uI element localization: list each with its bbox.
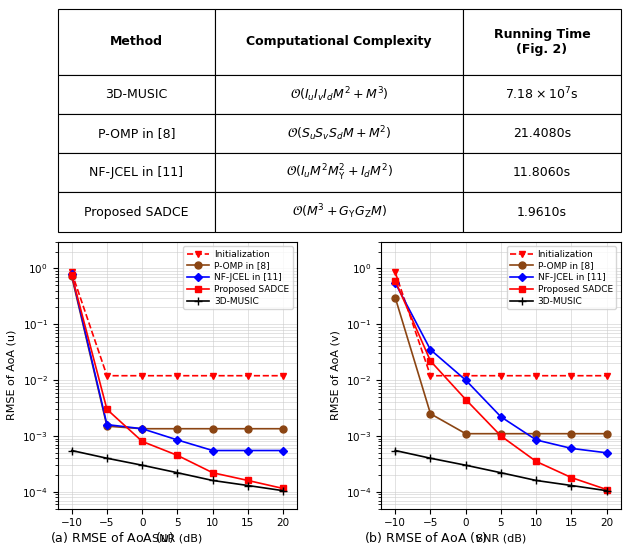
Initialization: [462, 372, 470, 379]
Legend: Initialization, P-OMP in [8], NF-JCEL in [11], Proposed SADCE, 3D-MUSIC: Initialization, P-OMP in [8], NF-JCEL in…: [507, 247, 616, 309]
Legend: Initialization, P-OMP in [8], NF-JCEL in [11], Proposed SADCE, 3D-MUSIC: Initialization, P-OMP in [8], NF-JCEL in…: [183, 247, 292, 309]
3D-MUSIC: [173, 470, 181, 476]
Proposed SADCE: [427, 358, 435, 364]
Initialization: [427, 372, 435, 379]
P-OMP in [8]: [138, 425, 146, 432]
Line: NF-JCEL in [11]: NF-JCEL in [11]: [392, 280, 609, 456]
Y-axis label: RMSE of AoA (u): RMSE of AoA (u): [7, 330, 17, 420]
Initialization: [173, 372, 181, 379]
Proposed SADCE: [568, 474, 575, 481]
P-OMP in [8]: [568, 430, 575, 437]
NF-JCEL in [11]: [568, 445, 575, 452]
P-OMP in [8]: [279, 425, 287, 432]
Line: Proposed SADCE: Proposed SADCE: [392, 278, 609, 492]
NF-JCEL in [11]: [279, 447, 287, 454]
3D-MUSIC: [209, 477, 216, 484]
Initialization: [392, 269, 399, 276]
P-OMP in [8]: [103, 423, 111, 429]
3D-MUSIC: [392, 447, 399, 454]
3D-MUSIC: [279, 487, 287, 494]
Proposed SADCE: [532, 458, 540, 465]
3D-MUSIC: [68, 447, 76, 454]
Y-axis label: RMSE of AoA (v): RMSE of AoA (v): [330, 330, 340, 420]
Initialization: [603, 372, 611, 379]
NF-JCEL in [11]: [603, 449, 611, 456]
Line: 3D-MUSIC: 3D-MUSIC: [391, 446, 611, 495]
Line: Proposed SADCE: Proposed SADCE: [69, 272, 286, 491]
Initialization: [244, 372, 252, 379]
Line: P-OMP in [8]: P-OMP in [8]: [392, 294, 610, 437]
3D-MUSIC: [568, 482, 575, 489]
Proposed SADCE: [173, 452, 181, 459]
NF-JCEL in [11]: [392, 280, 399, 286]
3D-MUSIC: [603, 487, 611, 494]
Initialization: [279, 372, 287, 379]
Initialization: [568, 372, 575, 379]
NF-JCEL in [11]: [462, 377, 470, 383]
NF-JCEL in [11]: [497, 414, 505, 420]
Proposed SADCE: [103, 406, 111, 413]
Proposed SADCE: [244, 477, 252, 484]
Line: Initialization: Initialization: [68, 269, 287, 379]
Proposed SADCE: [497, 433, 505, 439]
Initialization: [532, 372, 540, 379]
Proposed SADCE: [138, 438, 146, 445]
3D-MUSIC: [462, 462, 470, 468]
Proposed SADCE: [462, 396, 470, 403]
3D-MUSIC: [138, 462, 146, 468]
Initialization: [209, 372, 216, 379]
NF-JCEL in [11]: [138, 425, 146, 432]
Line: P-OMP in [8]: P-OMP in [8]: [68, 273, 287, 432]
Proposed SADCE: [603, 486, 611, 493]
Proposed SADCE: [392, 277, 399, 284]
Line: Initialization: Initialization: [392, 269, 610, 379]
3D-MUSIC: [244, 482, 252, 489]
Proposed SADCE: [68, 272, 76, 278]
Line: NF-JCEL in [11]: NF-JCEL in [11]: [69, 272, 286, 453]
Proposed SADCE: [209, 470, 216, 476]
Proposed SADCE: [279, 485, 287, 492]
NF-JCEL in [11]: [532, 437, 540, 443]
3D-MUSIC: [427, 455, 435, 462]
NF-JCEL in [11]: [209, 447, 216, 454]
P-OMP in [8]: [462, 430, 470, 437]
Initialization: [497, 372, 505, 379]
P-OMP in [8]: [532, 430, 540, 437]
P-OMP in [8]: [173, 425, 181, 432]
Initialization: [138, 372, 146, 379]
Initialization: [68, 269, 76, 276]
3D-MUSIC: [532, 477, 540, 484]
3D-MUSIC: [103, 455, 111, 462]
Text: (b) RMSE of AoA ($v$): (b) RMSE of AoA ($v$): [364, 530, 488, 545]
NF-JCEL in [11]: [103, 421, 111, 428]
P-OMP in [8]: [244, 425, 252, 432]
P-OMP in [8]: [427, 410, 435, 417]
P-OMP in [8]: [497, 430, 505, 437]
Initialization: [103, 372, 111, 379]
NF-JCEL in [11]: [427, 347, 435, 353]
P-OMP in [8]: [68, 273, 76, 280]
P-OMP in [8]: [603, 430, 611, 437]
NF-JCEL in [11]: [68, 271, 76, 278]
Text: (a) RMSE of AoA ($u$): (a) RMSE of AoA ($u$): [50, 530, 174, 545]
P-OMP in [8]: [209, 425, 216, 432]
3D-MUSIC: [497, 470, 505, 476]
X-axis label: SNR (dB): SNR (dB): [152, 534, 202, 544]
X-axis label: SNR (dB): SNR (dB): [476, 534, 526, 544]
NF-JCEL in [11]: [173, 437, 181, 443]
Line: 3D-MUSIC: 3D-MUSIC: [68, 446, 287, 495]
P-OMP in [8]: [392, 294, 399, 301]
NF-JCEL in [11]: [244, 447, 252, 454]
